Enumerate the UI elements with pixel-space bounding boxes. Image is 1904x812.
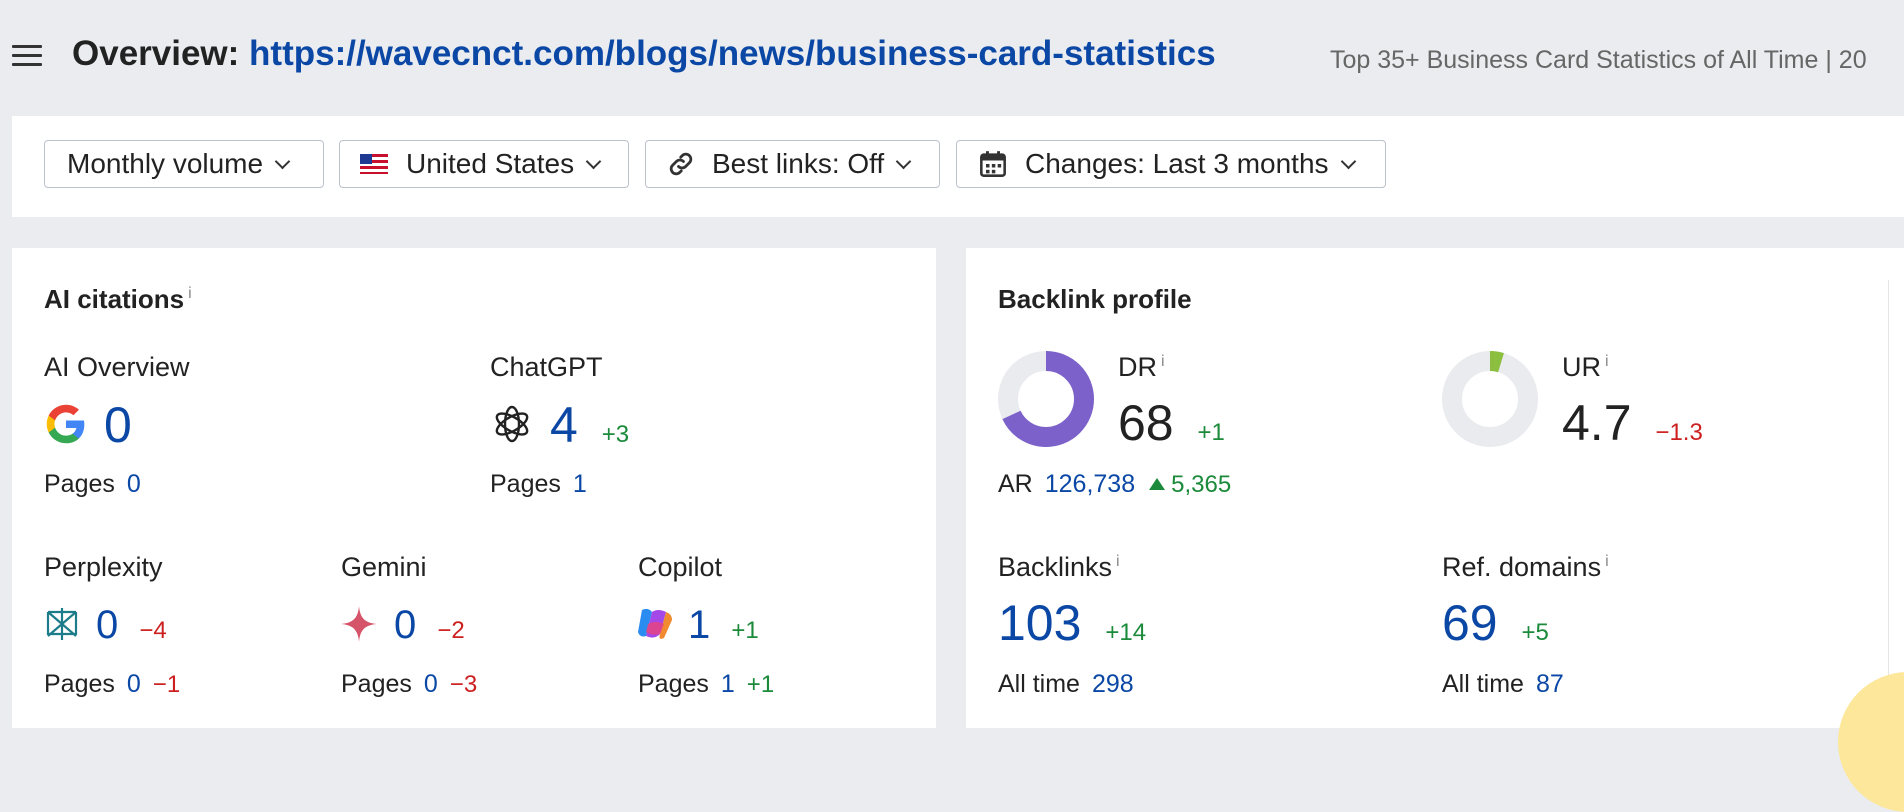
perplexity-delta: −4	[139, 617, 167, 644]
perplexity-icon	[46, 608, 78, 640]
chatgpt-label: ChatGPT	[490, 352, 603, 382]
ref-domains-all-time: All time 87	[1442, 670, 1564, 698]
changes-label: Changes: Last 3 months	[1025, 148, 1329, 179]
copilot-pages: Pages 1 +1	[638, 670, 775, 698]
chevron-down-icon	[1340, 153, 1356, 169]
info-icon[interactable]: i	[1605, 353, 1609, 370]
gemini-pages: Pages 0 −3	[341, 670, 478, 698]
ar-value[interactable]: 126,738	[1044, 470, 1136, 498]
ai-citations-title: AI citations i	[44, 284, 192, 314]
copilot-delta: +1	[731, 617, 759, 644]
target-url-link[interactable]: https://wavecnct.com/blogs/news/business…	[249, 34, 1216, 73]
ai-citations-card: AI citations i AI Overview 0 Pages 0 ChatG…	[12, 248, 936, 728]
ref-domains-delta: +5	[1521, 619, 1549, 646]
ai-overview-pages-value[interactable]: 0	[126, 470, 141, 498]
perplexity-value: 0 −4	[96, 603, 167, 647]
page-title: Overview: https://wavecnct.com/blogs/new…	[72, 34, 1216, 74]
chevron-down-icon	[585, 153, 602, 169]
dr-delta: +1	[1197, 419, 1225, 446]
ar-delta: 5,365	[1171, 471, 1232, 498]
page-meta-title: Top 35+ Business Card Statistics of All …	[1330, 46, 1867, 74]
chatgpt-pages: Pages 1	[490, 470, 587, 498]
google-icon	[46, 404, 85, 444]
link-icon	[669, 152, 693, 176]
ur-delta: −1.3	[1655, 419, 1703, 446]
info-icon[interactable]: i	[1161, 353, 1165, 370]
ai-overview-pages: Pages 0	[44, 470, 141, 498]
best-links-dropdown[interactable]: Best links: Off	[645, 140, 940, 188]
title-prefix: Overview:	[72, 34, 240, 73]
ar-row: AR 126,738 5,365	[998, 470, 1232, 498]
dr-ring-fill	[998, 351, 1094, 447]
hamburger-menu-icon[interactable]	[12, 45, 42, 67]
country-dropdown-label: United States	[406, 148, 575, 179]
backlinks-label: Backlinks i	[998, 552, 1120, 582]
backlinks-delta: +14	[1105, 619, 1147, 646]
chatgpt-icon	[495, 405, 529, 443]
ai-overview-label: AI Overview	[44, 352, 190, 382]
dr-ring-chart	[998, 351, 1094, 447]
copilot-value: 1 +1	[688, 603, 759, 647]
gemini-value: 0 −2	[394, 603, 465, 647]
backlink-profile-card: Backlink profile DR i 68 +1 AR 126,738 5,36…	[966, 248, 1904, 728]
best-links-label: Best links: Off	[712, 148, 885, 179]
info-icon[interactable]: i	[188, 285, 192, 303]
info-icon[interactable]: i	[1116, 553, 1120, 570]
chatgpt-pages-value[interactable]: 1	[572, 470, 587, 498]
ur-ring-chart	[1442, 351, 1538, 447]
chevron-down-icon	[895, 153, 912, 169]
calendar-icon	[980, 151, 1006, 177]
perplexity-label: Perplexity	[44, 552, 163, 582]
gemini-label: Gemini	[341, 552, 427, 582]
copilot-label: Copilot	[638, 552, 723, 582]
ur-ring-fill	[1442, 351, 1538, 447]
gemini-icon	[341, 606, 377, 642]
changes-dropdown[interactable]: Changes: Last 3 months	[956, 140, 1386, 188]
ur-label: UR i	[1562, 352, 1609, 382]
filter-bar: Monthly volume United States Best links:…	[12, 116, 1904, 217]
up-arrow-icon	[1149, 478, 1166, 490]
panel-divider	[1888, 280, 1889, 700]
chatgpt-value: 4 +3	[550, 397, 630, 453]
ur-value: 4.7 −1.3	[1562, 395, 1703, 451]
copilot-icon	[638, 608, 672, 639]
page-header: Overview: https://wavecnct.com/blogs/new…	[0, 0, 1904, 116]
us-flag-icon	[360, 154, 388, 174]
volume-dropdown-label: Monthly volume	[67, 148, 264, 179]
ai-overview-value[interactable]: 0	[104, 397, 132, 453]
country-dropdown[interactable]: United States	[339, 140, 629, 188]
dr-label: DR i	[1118, 352, 1165, 382]
ref-domains-label: Ref. domains i	[1442, 552, 1609, 582]
ref-domains-value: 69 +5	[1442, 595, 1549, 651]
perplexity-pages: Pages 0 −1	[44, 670, 181, 698]
backlink-profile-title: Backlink profile	[998, 284, 1192, 314]
dr-value: 68 +1	[1118, 395, 1225, 451]
gemini-delta: −2	[437, 617, 465, 644]
info-icon[interactable]: i	[1605, 553, 1609, 570]
backlinks-all-time: All time 298	[998, 670, 1134, 698]
backlinks-value: 103 +14	[998, 595, 1147, 651]
chevron-down-icon	[274, 153, 291, 169]
volume-dropdown[interactable]: Monthly volume	[44, 140, 324, 188]
chatgpt-delta: +3	[601, 421, 630, 448]
